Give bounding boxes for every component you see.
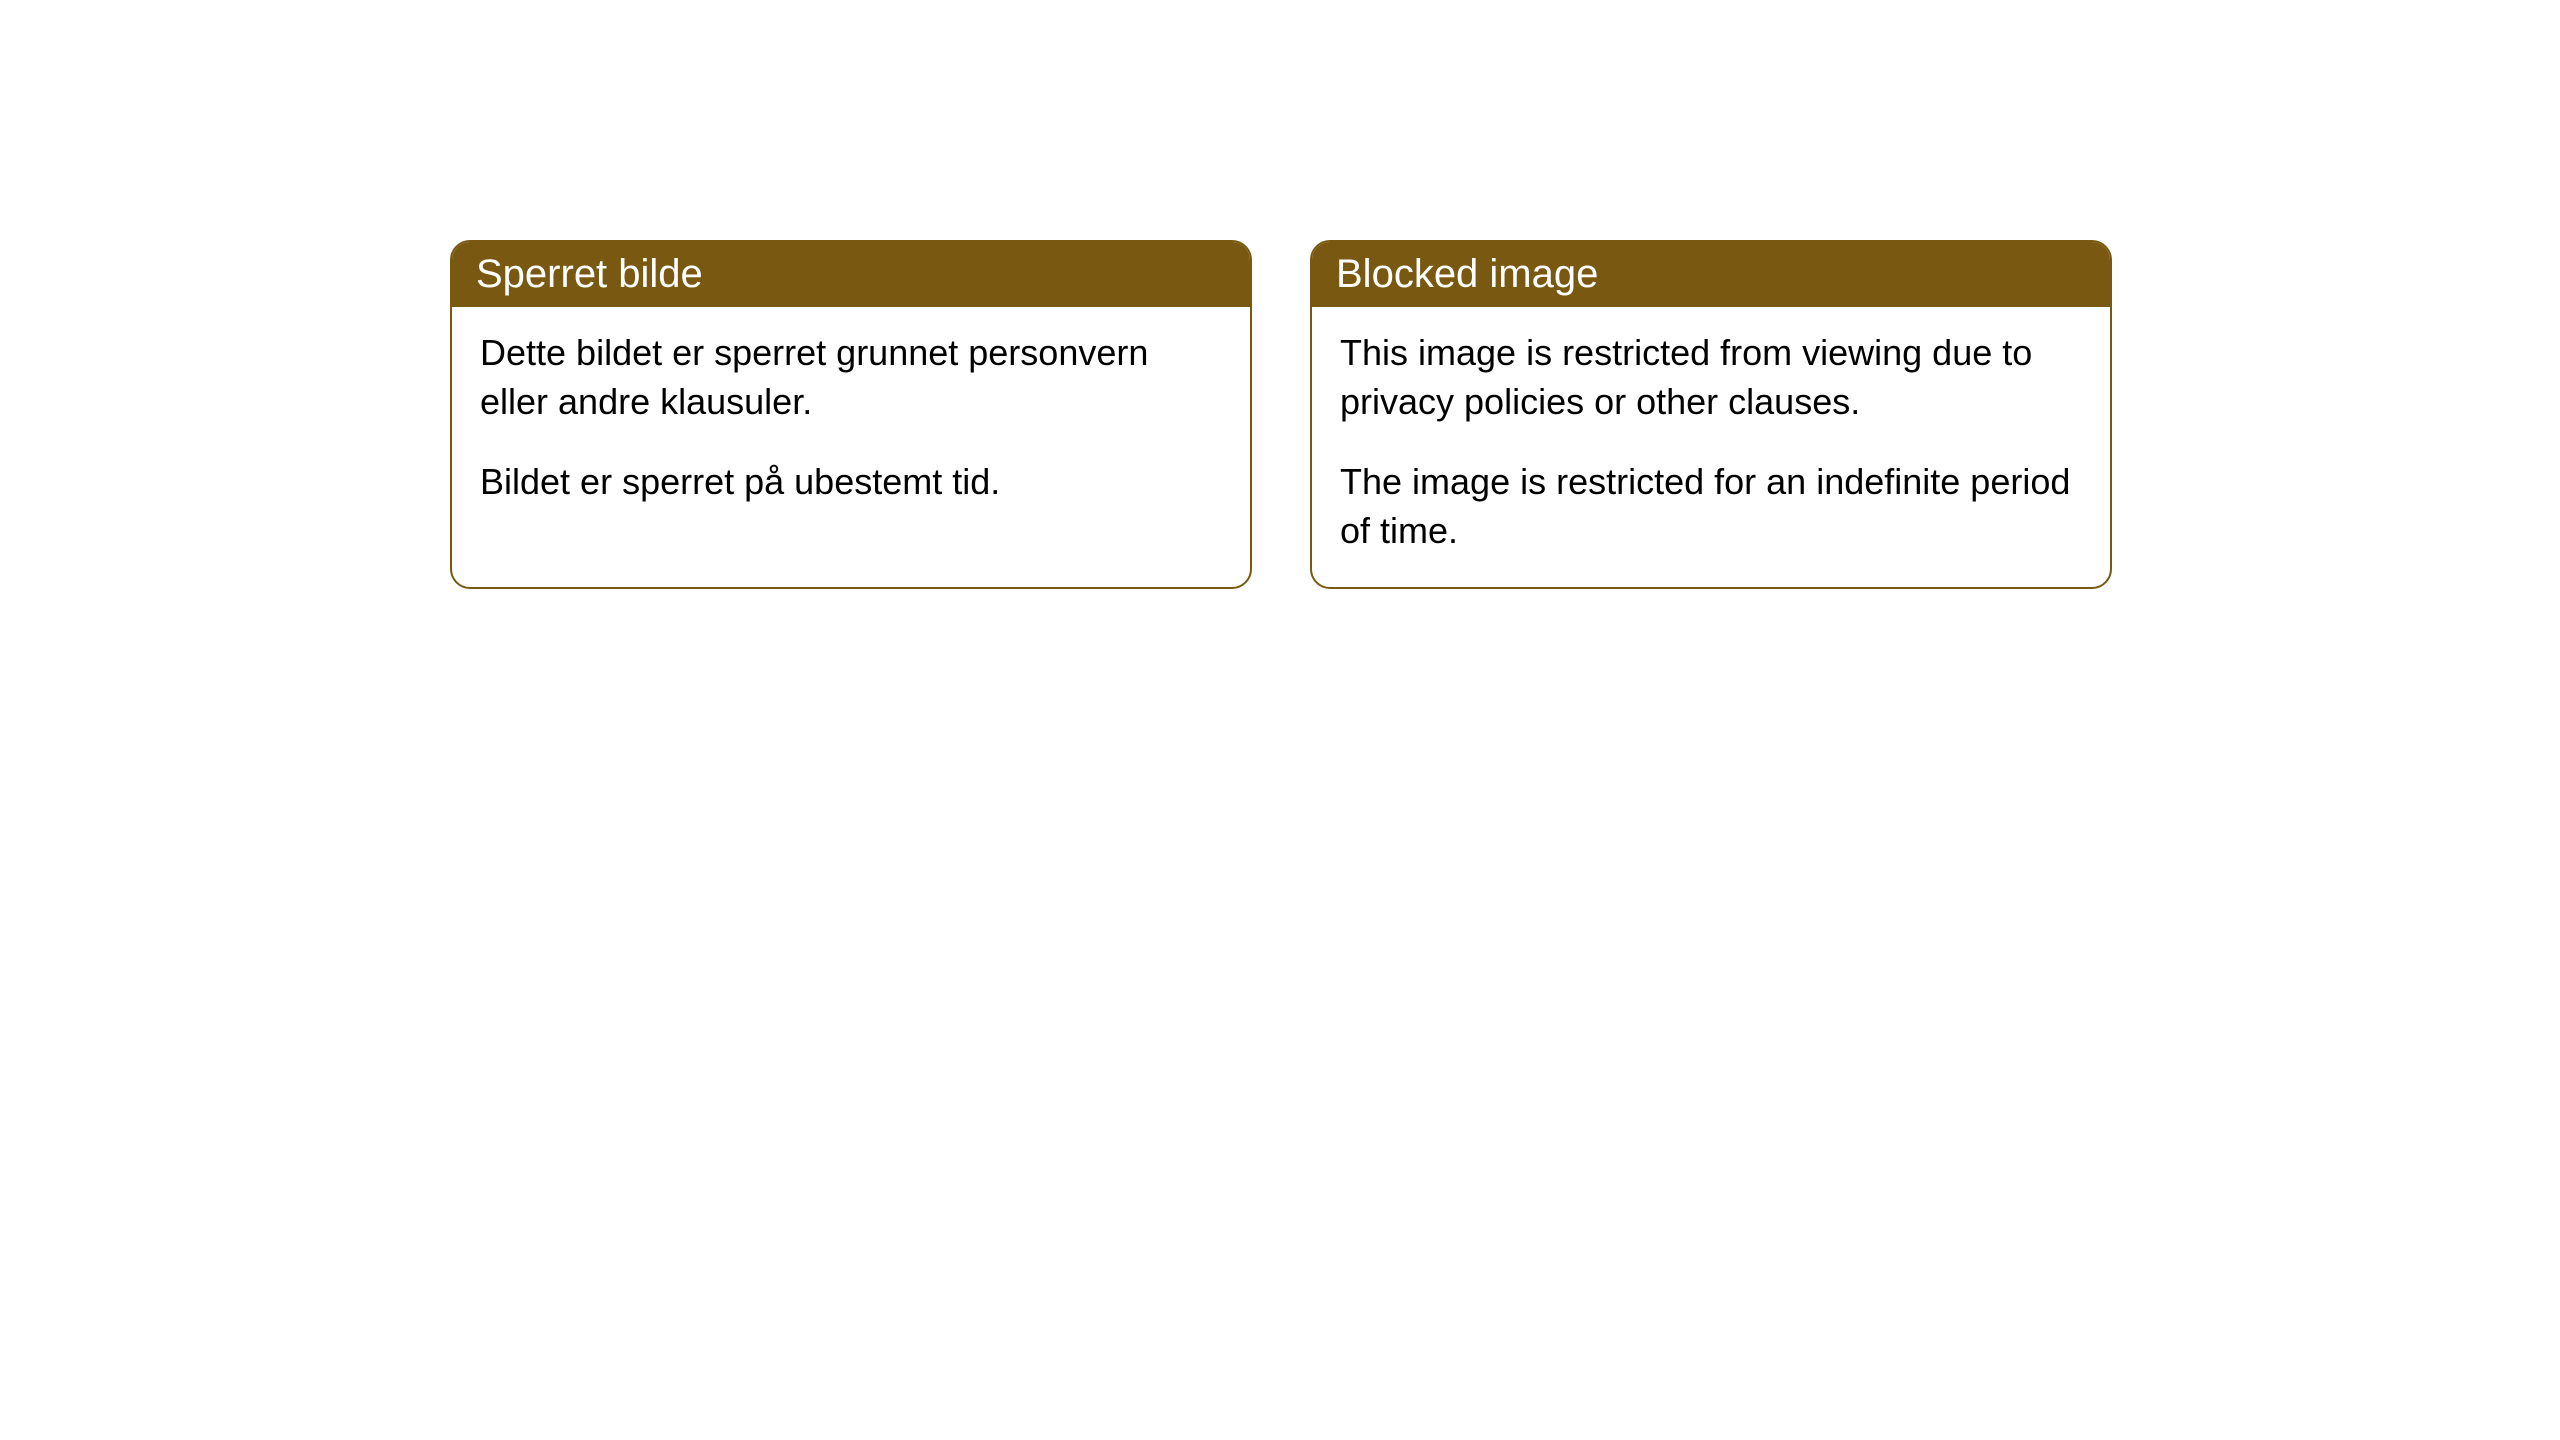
card-header-english: Blocked image xyxy=(1312,242,2110,307)
blocked-image-card-norwegian: Sperret bilde Dette bildet er sperret gr… xyxy=(450,240,1252,589)
blocked-image-card-english: Blocked image This image is restricted f… xyxy=(1310,240,2112,589)
notice-text-english-2: The image is restricted for an indefinit… xyxy=(1340,458,2082,555)
notice-cards-container: Sperret bilde Dette bildet er sperret gr… xyxy=(0,0,2560,589)
notice-text-norwegian-1: Dette bildet er sperret grunnet personve… xyxy=(480,329,1222,426)
card-body-norwegian: Dette bildet er sperret grunnet personve… xyxy=(452,307,1250,539)
notice-text-english-1: This image is restricted from viewing du… xyxy=(1340,329,2082,426)
notice-text-norwegian-2: Bildet er sperret på ubestemt tid. xyxy=(480,458,1222,507)
card-body-english: This image is restricted from viewing du… xyxy=(1312,307,2110,587)
card-header-norwegian: Sperret bilde xyxy=(452,242,1250,307)
